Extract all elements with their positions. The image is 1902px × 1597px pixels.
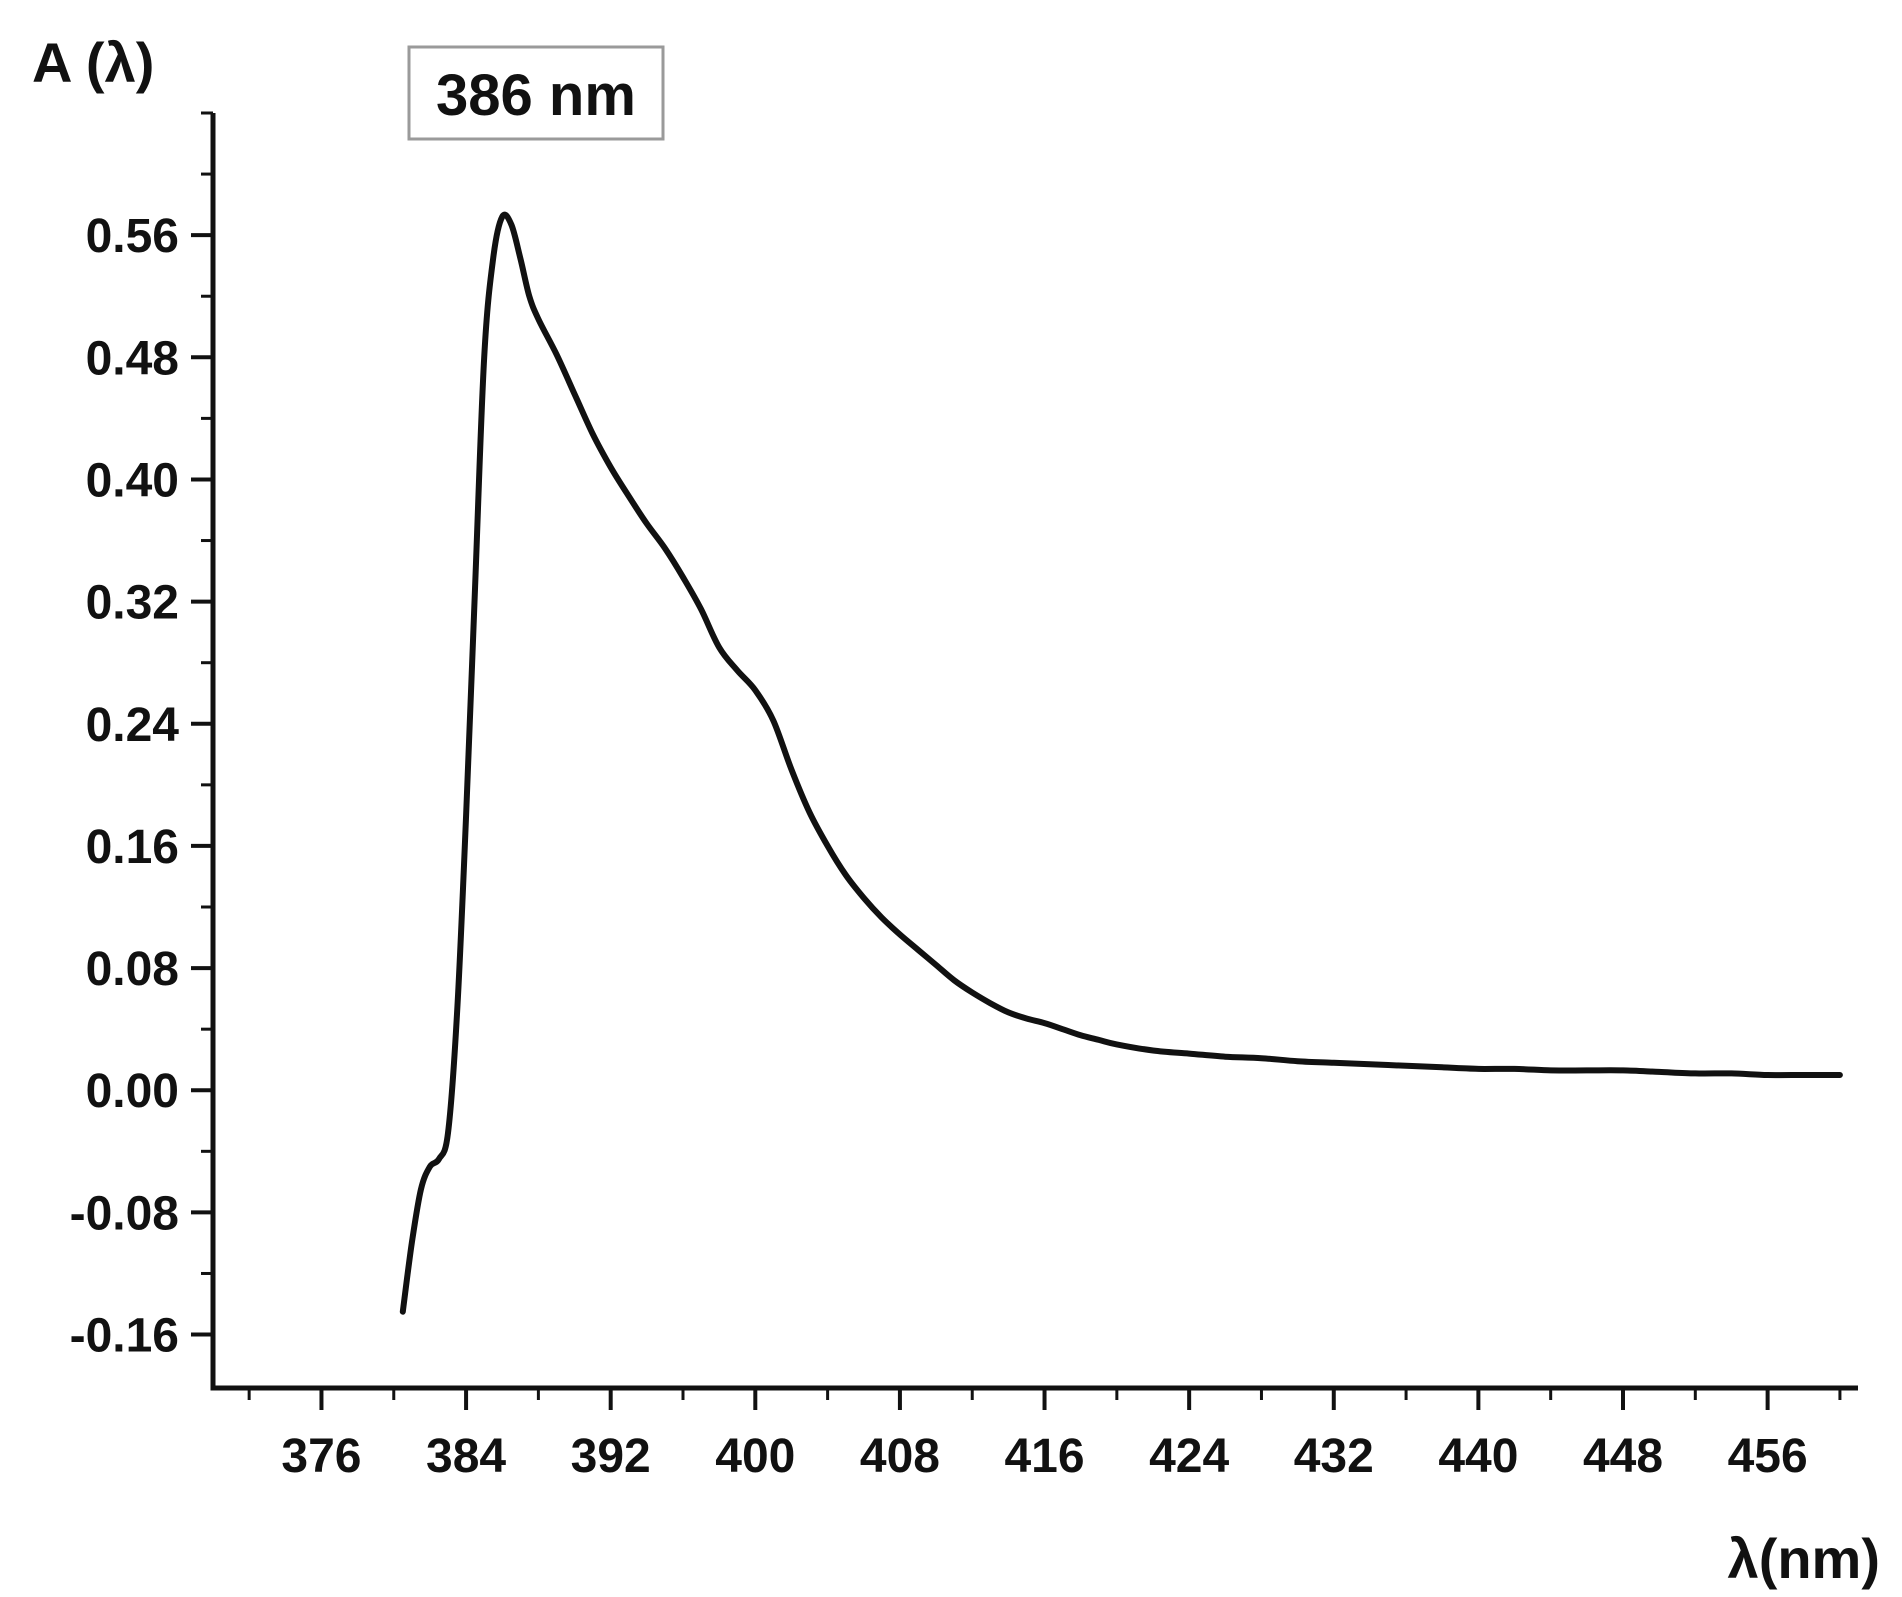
x-tick-label: 432	[1294, 1430, 1374, 1483]
y-tick-label: 0.24	[86, 699, 180, 752]
x-tick-label: 416	[1004, 1430, 1084, 1483]
x-axis-title: λ(nm)	[1728, 1527, 1880, 1590]
y-tick-label: 0.16	[86, 821, 179, 874]
y-tick-label: 0.08	[86, 943, 179, 996]
peak-annotation-label: 386 nm	[436, 63, 636, 128]
axes-layer	[210, 113, 1858, 1391]
x-tick-label: 424	[1149, 1430, 1229, 1483]
x-tick-label: 456	[1728, 1430, 1808, 1483]
y-tick-label: 0.56	[86, 210, 179, 263]
x-tick-label: 392	[571, 1430, 651, 1483]
x-tick-label: 448	[1583, 1430, 1663, 1483]
absorbance-curve	[399, 211, 1843, 1315]
x-tick-label: 384	[426, 1430, 506, 1483]
y-tick-label: 0.00	[86, 1065, 179, 1118]
x-tick-label: 408	[860, 1430, 940, 1483]
y-tick-label: 0.40	[86, 454, 179, 507]
peak-annotation-box	[407, 45, 665, 141]
x-tick-label: 440	[1438, 1430, 1518, 1483]
x-tick-label: 376	[281, 1430, 361, 1483]
ticks-layer: -0.16 -0.08 0.00 0.08 0.16 0.24 0.32 0.40 0.48 0.…	[70, 111, 1842, 1483]
y-tick-label: -0.08	[70, 1187, 179, 1240]
y-tick-label: 0.48	[86, 332, 179, 385]
y-tick-label: -0.16	[70, 1310, 179, 1363]
x-tick-label: 400	[715, 1430, 795, 1483]
peak-annotation: 386 nm	[407, 45, 665, 141]
y-axis-title: A (λ)	[32, 31, 154, 94]
y-tick-label: 0.32	[86, 577, 179, 630]
